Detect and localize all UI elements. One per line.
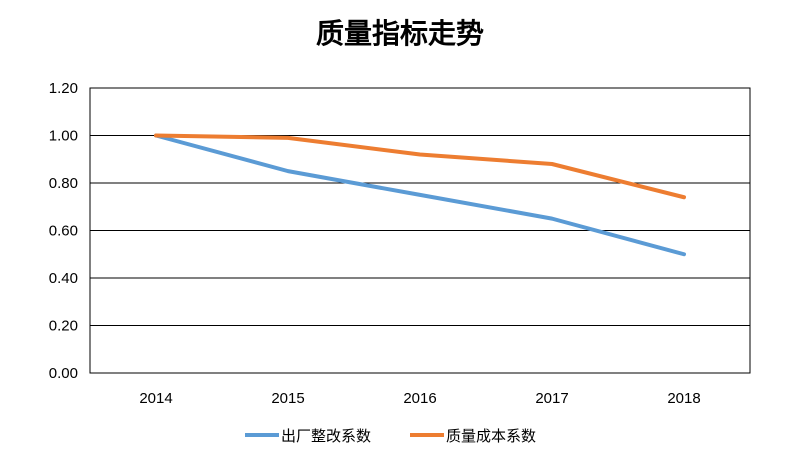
x-tick-label: 2014 [139,390,172,407]
x-tick-label: 2018 [667,390,700,407]
y-tick-label: 0.60 [49,223,78,240]
series-line-1 [154,133,686,257]
chart-title: 质量指标走势 [315,17,484,50]
legend-label-2: 质量成本系数 [446,427,536,445]
y-tick-label: 0.40 [49,270,78,287]
y-tick-label: 0.00 [49,365,78,382]
legend-label-1: 出厂整改系数 [281,427,371,445]
series-line-2 [154,133,686,200]
y-tick-label: 1.00 [49,128,78,145]
y-tick-label: 1.20 [49,80,78,97]
y-tick-label: 0.20 [49,318,78,335]
x-tick-label: 2015 [271,390,304,407]
x-tick-label: 2017 [535,390,568,407]
x-tick-label: 2016 [403,390,436,407]
plot-area-border [89,87,751,374]
y-tick-label: 0.80 [49,175,78,192]
